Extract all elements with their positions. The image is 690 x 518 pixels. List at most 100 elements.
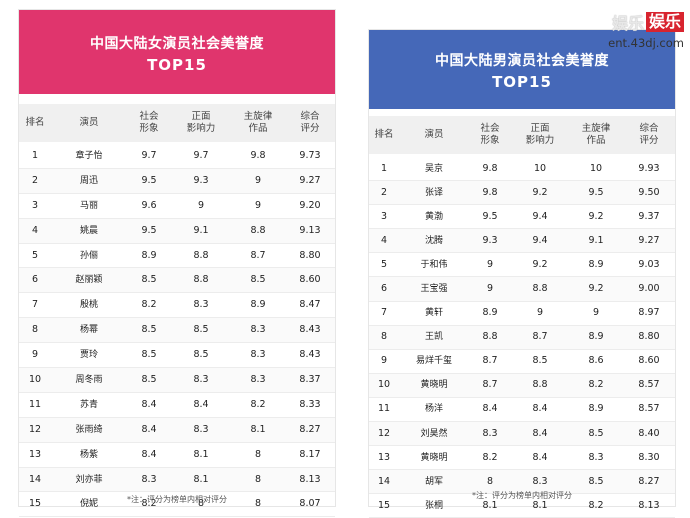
cell-rank: 11 xyxy=(377,403,391,415)
header-overall-score: 综合 评分 xyxy=(639,123,659,146)
cell-rank: 15 xyxy=(377,499,391,511)
cell-mainstream-works: 8.2 xyxy=(588,379,604,391)
cell-overall-score: 9.13 xyxy=(299,224,321,236)
header-mainstream-works: 主旋律 作品 xyxy=(243,111,273,134)
cell-mainstream-works: 9.8 xyxy=(250,149,266,161)
cell-actor: 黄晓明 xyxy=(420,452,448,463)
table-row: 1 吴京 9.8 10 10 9.93 xyxy=(369,157,675,182)
cell-social-image: 8.5 xyxy=(141,373,157,385)
header-actor: 演员 xyxy=(424,129,444,140)
cell-actor: 张雨绮 xyxy=(75,424,103,435)
cell-social-image: 8.3 xyxy=(141,473,157,485)
female-ranking-title: 中国大陆女演员社会美誉度 xyxy=(90,36,264,52)
cell-actor: 姚晨 xyxy=(79,225,98,236)
cell-mainstream-works: 8.9 xyxy=(588,331,604,343)
cell-overall-score: 8.57 xyxy=(638,403,660,415)
table-row: 6 王宝强 9 8.8 9.2 9.00 xyxy=(369,277,675,302)
cell-mainstream-works: 8.3 xyxy=(250,324,266,336)
cell-positive-influence: 8.5 xyxy=(532,355,548,367)
cell-positive-influence: 8.4 xyxy=(193,398,209,410)
table-row: 7 黄轩 8.9 9 9 8.97 xyxy=(369,302,675,326)
cell-mainstream-works: 9.2 xyxy=(588,210,604,222)
cell-mainstream-works: 8 xyxy=(254,473,262,485)
cell-mainstream-works: 8.9 xyxy=(588,403,604,415)
header-social-image: 社会 形象 xyxy=(480,123,500,146)
cell-positive-influence: 9.1 xyxy=(193,224,209,236)
cell-rank: 5 xyxy=(31,249,39,261)
cell-rank: 1 xyxy=(380,162,388,174)
table-row: 9 易烊千玺 8.7 8.5 8.6 8.60 xyxy=(369,350,675,374)
cell-positive-influence: 8.3 xyxy=(193,299,209,311)
cell-actor: 杨幂 xyxy=(79,325,98,336)
cell-mainstream-works: 8.9 xyxy=(250,299,266,311)
cell-overall-score: 8.30 xyxy=(638,451,660,463)
cell-rank: 10 xyxy=(377,379,391,391)
cell-mainstream-works: 9.1 xyxy=(588,234,604,246)
male-ranking-banner: 中国大陆男演员社会美誉度 TOP15 xyxy=(369,30,675,109)
cell-positive-influence: 8.8 xyxy=(193,274,209,286)
male-table-body: 1 吴京 9.8 10 10 9.93 2 张译 9.8 9.2 9.5 9.50 3 黄渤 9.5 9.4 9… xyxy=(369,157,675,518)
cell-actor: 杨洋 xyxy=(424,404,443,415)
cell-overall-score: 8.40 xyxy=(638,427,660,439)
cell-mainstream-works: 8.3 xyxy=(588,451,604,463)
cell-overall-score: 8.43 xyxy=(299,349,321,361)
cell-overall-score: 8.27 xyxy=(638,475,660,487)
cell-actor: 周迅 xyxy=(79,175,98,186)
cell-rank: 2 xyxy=(380,186,388,198)
header-overall-score: 综合 评分 xyxy=(300,111,320,134)
header-positive-influence: 正面 影响力 xyxy=(525,123,555,146)
cell-positive-influence: 9.4 xyxy=(532,234,548,246)
cell-positive-influence: 8.3 xyxy=(532,475,548,487)
header-social-image: 社会 形象 xyxy=(139,111,159,134)
cell-positive-influence: 8.1 xyxy=(193,473,209,485)
cell-overall-score: 9.37 xyxy=(638,210,660,222)
cell-positive-influence: 8.5 xyxy=(193,324,209,336)
cell-social-image: 8 xyxy=(486,475,494,487)
cell-social-image: 9.6 xyxy=(141,199,157,211)
cell-positive-influence: 8.1 xyxy=(532,499,548,511)
cell-actor: 张译 xyxy=(424,187,443,198)
cell-mainstream-works: 9 xyxy=(254,174,262,186)
cell-rank: 14 xyxy=(377,475,391,487)
cell-positive-influence: 9.7 xyxy=(193,149,209,161)
watermark-brand-red: 娱乐 xyxy=(645,12,684,32)
female-ranking-panel: 中国大陆女演员社会美誉度 TOP15 排名 演员 社会 形象 正面 影响力 主旋律 作品 综合评… xyxy=(19,10,335,518)
cell-actor: 周冬雨 xyxy=(75,374,103,385)
table-row: 3 黄渤 9.5 9.4 9.2 9.37 xyxy=(369,205,675,230)
cell-actor: 章子怡 xyxy=(75,150,103,161)
cell-overall-score: 8.17 xyxy=(299,448,321,460)
cell-social-image: 8.5 xyxy=(141,324,157,336)
cell-social-image: 9.7 xyxy=(141,149,157,161)
table-row: 3 马丽 9.6 9 9 9.20 xyxy=(19,194,335,219)
cell-mainstream-works: 9 xyxy=(592,307,600,319)
cell-actor: 王凯 xyxy=(424,332,443,343)
cell-positive-influence: 8.7 xyxy=(532,331,548,343)
cell-overall-score: 9.27 xyxy=(299,174,321,186)
cell-mainstream-works: 8.3 xyxy=(250,373,266,385)
cell-overall-score: 8.33 xyxy=(299,398,321,410)
header-rank: 排名 xyxy=(25,117,45,128)
header-actor: 演员 xyxy=(79,117,99,128)
table-row: 8 王凯 8.8 8.7 8.9 8.80 xyxy=(369,325,675,350)
cell-positive-influence: 9 xyxy=(536,307,544,319)
cell-overall-score: 8.60 xyxy=(638,355,660,367)
header-positive-influence: 正面 影响力 xyxy=(186,111,216,134)
table-row: 11 杨洋 8.4 8.4 8.9 8.57 xyxy=(369,398,675,423)
cell-social-image: 8.1 xyxy=(482,499,498,511)
cell-positive-influence: 8.8 xyxy=(532,283,548,295)
cell-overall-score: 9.73 xyxy=(299,149,321,161)
cell-overall-score: 8.47 xyxy=(299,299,321,311)
cell-social-image: 9.8 xyxy=(482,186,498,198)
cell-overall-score: 8.13 xyxy=(638,499,660,511)
cell-actor: 于和伟 xyxy=(420,259,448,270)
table-row: 12 张雨绮 8.4 8.3 8.1 8.27 xyxy=(19,417,335,443)
cell-positive-influence: 9 xyxy=(197,199,205,211)
cell-social-image: 9.5 xyxy=(482,210,498,222)
male-ranking-panel: 中国大陆男演员社会美誉度 TOP15 排名 演员 社会 形象 正面 影响力 主旋律 作品 综合评… xyxy=(369,30,675,518)
cell-positive-influence: 9.2 xyxy=(532,186,548,198)
cell-mainstream-works: 8 xyxy=(254,498,262,510)
table-row: 5 孙俪 8.9 8.8 8.7 8.80 xyxy=(19,244,335,269)
cell-mainstream-works: 8.1 xyxy=(250,423,266,435)
table-row: 4 姚晨 9.5 9.1 8.8 9.13 xyxy=(19,218,335,244)
cell-rank: 11 xyxy=(28,398,42,410)
